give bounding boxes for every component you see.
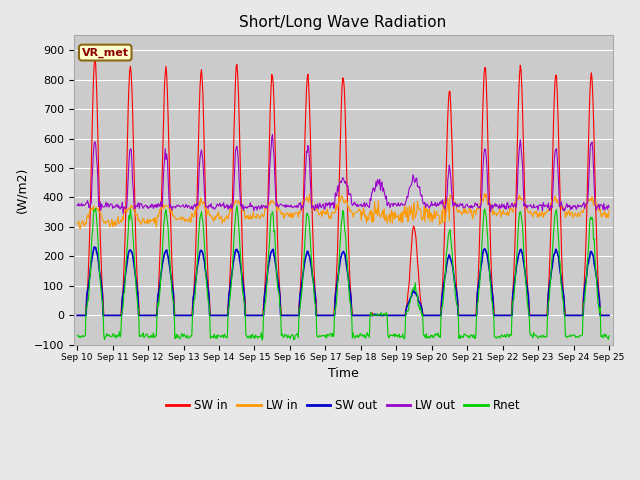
Line: LW out: LW out [77, 134, 609, 214]
SW out [193, 273, 200, 279]
LW in [408, 213, 416, 219]
SW in [408, 231, 416, 237]
Rnet [138, 333, 145, 339]
LW out [425, 204, 433, 210]
SW in [605, 312, 613, 318]
Rnet [83, 305, 91, 311]
LW out [605, 204, 613, 210]
Rnet [409, 286, 417, 292]
Rnet [259, 337, 266, 343]
Line: Rnet: Rnet [77, 205, 609, 340]
LW in [76, 227, 84, 232]
LW out [138, 203, 146, 209]
Rnet [192, 285, 200, 290]
SW in [91, 55, 99, 60]
Line: SW out: SW out [77, 247, 609, 315]
Rnet [605, 333, 613, 339]
SW out [424, 312, 431, 318]
SW in [424, 312, 431, 318]
Text: VR_met: VR_met [82, 48, 129, 58]
X-axis label: Time: Time [328, 367, 358, 380]
LW out [221, 205, 228, 211]
LW out [409, 172, 417, 178]
LW in [221, 218, 228, 224]
SW out [90, 244, 98, 250]
Legend: SW in, LW in, SW out, LW out, Rnet: SW in, LW in, SW out, LW out, Rnet [161, 394, 525, 416]
Line: LW in: LW in [77, 193, 609, 229]
LW in [84, 212, 92, 218]
LW out [119, 211, 127, 216]
SW out [83, 293, 91, 299]
Line: SW in: SW in [77, 58, 609, 315]
LW out [74, 202, 81, 208]
SW out [138, 312, 146, 318]
LW in [193, 204, 200, 209]
SW in [221, 312, 228, 318]
Rnet [425, 334, 433, 339]
Rnet [233, 203, 241, 208]
Rnet [220, 335, 227, 341]
Rnet [74, 332, 81, 338]
LW in [74, 221, 81, 227]
SW out [221, 312, 228, 318]
LW in [605, 207, 613, 213]
SW in [138, 312, 146, 318]
SW out [605, 312, 613, 318]
LW in [138, 219, 146, 225]
LW out [269, 132, 276, 137]
SW out [408, 290, 416, 296]
SW in [193, 227, 200, 232]
LW out [83, 200, 91, 206]
Title: Short/Long Wave Radiation: Short/Long Wave Radiation [239, 15, 447, 30]
SW in [74, 312, 81, 318]
SW out [74, 312, 81, 318]
LW out [193, 203, 200, 208]
Y-axis label: (W/m2): (W/m2) [15, 167, 28, 213]
SW in [83, 297, 91, 302]
LW in [424, 216, 431, 221]
LW in [481, 191, 488, 196]
